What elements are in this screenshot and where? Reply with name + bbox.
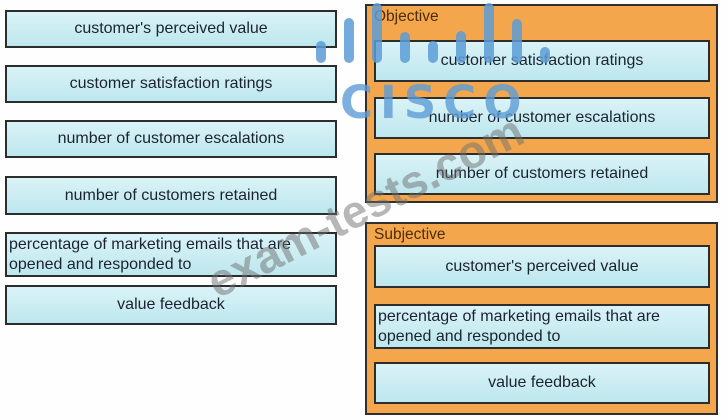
dropped-item-value-feedback[interactable]: value feedback	[374, 362, 710, 404]
dropped-item-percentage-of-marketing-emails[interactable]: percentage of marketing emails that are …	[374, 304, 710, 349]
drag-option-value-feedback[interactable]: value feedback	[5, 285, 337, 325]
dropped-item-customers-perceived-value[interactable]: customer's perceived value	[374, 245, 710, 288]
drag-option-number-of-customers-retained[interactable]: number of customers retained	[5, 176, 337, 215]
drag-option-customer-satisfaction-ratings[interactable]: customer satisfaction ratings	[5, 65, 337, 103]
drag-option-customers-perceived-value[interactable]: customer's perceived value	[5, 10, 337, 48]
drop-zone-objective-title: Objective	[374, 8, 439, 25]
drop-zone-subjective[interactable]: Subjective customer's perceived value pe…	[365, 222, 718, 415]
drop-zone-subjective-title: Subjective	[374, 226, 446, 243]
dropped-item-number-of-customer-escalations[interactable]: number of customer escalations	[374, 97, 710, 139]
drop-zone-objective[interactable]: Objective customer satisfaction ratings …	[365, 4, 718, 203]
drag-option-percentage-of-marketing-emails[interactable]: percentage of marketing emails that are …	[5, 232, 337, 277]
dropped-item-customer-satisfaction-ratings[interactable]: customer satisfaction ratings	[374, 40, 710, 82]
dropped-item-number-of-customers-retained[interactable]: number of customers retained	[374, 153, 710, 195]
drag-option-number-of-customer-escalations[interactable]: number of customer escalations	[5, 120, 337, 158]
